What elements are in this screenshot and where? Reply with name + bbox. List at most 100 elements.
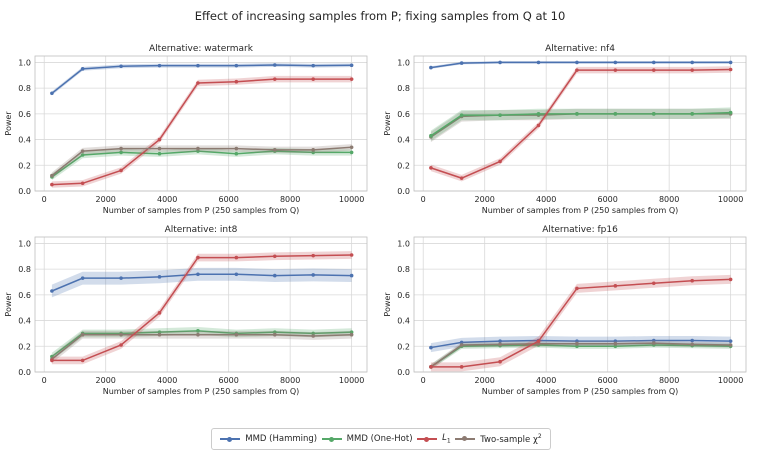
x-tick-label: 0 <box>421 195 426 204</box>
data-point <box>575 341 579 346</box>
data-point <box>349 63 354 68</box>
series-mmd_hamming <box>50 267 354 298</box>
data-point <box>119 168 123 173</box>
panel-title: Alternative: int8 <box>165 225 238 235</box>
x-tick-label: 4000 <box>536 376 556 385</box>
data-point <box>80 358 85 363</box>
data-point <box>119 276 123 280</box>
panel-title: Alternative: watermark <box>149 44 254 54</box>
axes-frame <box>413 236 747 373</box>
data-point <box>50 358 54 363</box>
x-tick-label: 0 <box>42 376 47 385</box>
x-tick-label: 2000 <box>96 376 116 385</box>
data-point <box>613 344 618 349</box>
data-point <box>498 342 502 347</box>
data-point <box>196 329 200 333</box>
data-point <box>651 341 656 345</box>
x-tick-label: 10000 <box>339 376 364 385</box>
y-tick-label: 0.6 <box>397 110 410 119</box>
y-tick-label: 0.6 <box>18 291 31 300</box>
data-point <box>613 60 618 65</box>
data-point <box>651 68 656 72</box>
legend-label-l1: L1 <box>442 433 451 445</box>
data-point <box>80 149 85 153</box>
data-point <box>157 275 162 279</box>
series-mmd_onehot <box>50 147 354 181</box>
y-tick-label: 0.2 <box>18 342 31 351</box>
data-point <box>119 150 123 155</box>
y-tick-label: 0.0 <box>397 368 410 377</box>
legend-entry-mmd-onehot: MMD (One-Hot) <box>321 434 413 444</box>
data-point <box>498 113 502 117</box>
data-point <box>157 330 162 334</box>
series-l1 <box>429 274 733 372</box>
x-axis-label: Number of samples from P (250 samples fr… <box>103 387 300 396</box>
data-point <box>349 332 354 337</box>
data-point <box>234 151 239 156</box>
x-tick-label: 2000 <box>475 195 495 204</box>
y-axis-label: Power <box>383 111 392 136</box>
x-tick-label: 2000 <box>475 376 495 385</box>
series-mmd_hamming <box>50 63 354 96</box>
data-point <box>311 331 316 336</box>
confidence-band <box>51 144 352 179</box>
data-point <box>119 343 123 347</box>
data-point <box>575 60 579 65</box>
data-point <box>459 365 464 369</box>
legend-swatch-mmd-onehot <box>321 435 342 443</box>
data-point <box>575 344 579 349</box>
data-point <box>728 60 733 65</box>
data-point <box>575 339 579 343</box>
series-l1 <box>429 66 733 182</box>
confidence-band <box>51 147 352 181</box>
data-point <box>196 332 200 337</box>
data-point <box>536 339 541 343</box>
axes-frame <box>413 55 747 192</box>
data-point <box>690 68 695 72</box>
data-point <box>234 146 239 151</box>
data-point <box>311 77 316 81</box>
axes-frame <box>34 236 368 373</box>
data-point <box>119 332 123 337</box>
data-point <box>157 63 162 68</box>
data-point <box>196 81 200 85</box>
data-point <box>157 332 162 337</box>
legend-swatch-chi2 <box>455 435 476 443</box>
panel-title: Alternative: fp16 <box>542 225 618 235</box>
confidence-band <box>430 108 731 143</box>
data-point <box>157 151 162 156</box>
data-point <box>613 112 618 116</box>
data-point <box>536 341 541 346</box>
figure-title: Effect of increasing samples from P; fix… <box>195 9 566 23</box>
data-point <box>651 281 656 286</box>
data-point <box>50 182 54 187</box>
data-point <box>311 334 316 338</box>
x-tick-label: 8000 <box>280 376 300 385</box>
data-point <box>651 60 656 65</box>
data-point <box>690 278 695 283</box>
series-mmd_onehot <box>429 107 733 141</box>
data-point <box>728 110 733 115</box>
data-point <box>272 63 277 67</box>
data-point <box>80 181 85 186</box>
plot-area <box>414 237 746 372</box>
data-point <box>50 289 54 293</box>
x-tick-label: 2000 <box>96 195 116 204</box>
series-chi2 <box>50 144 354 179</box>
data-point <box>459 113 464 117</box>
data-point <box>272 332 277 337</box>
legend-entry-l1: L1 <box>417 433 451 445</box>
y-tick-label: 0.2 <box>18 161 31 170</box>
data-point <box>690 342 695 347</box>
y-tick-label: 0.4 <box>18 136 31 145</box>
legend-entry-chi2: Two-sample χ2 <box>455 433 542 445</box>
data-point <box>613 339 618 343</box>
data-point <box>80 276 85 280</box>
data-point <box>498 339 502 343</box>
legend-label-mmd-hamming: MMD (Hamming) <box>245 434 318 444</box>
data-point <box>429 365 433 369</box>
data-point <box>157 311 162 315</box>
x-axis-label: Number of samples from P (250 samples fr… <box>103 206 300 215</box>
series-mmd_hamming <box>429 60 733 70</box>
